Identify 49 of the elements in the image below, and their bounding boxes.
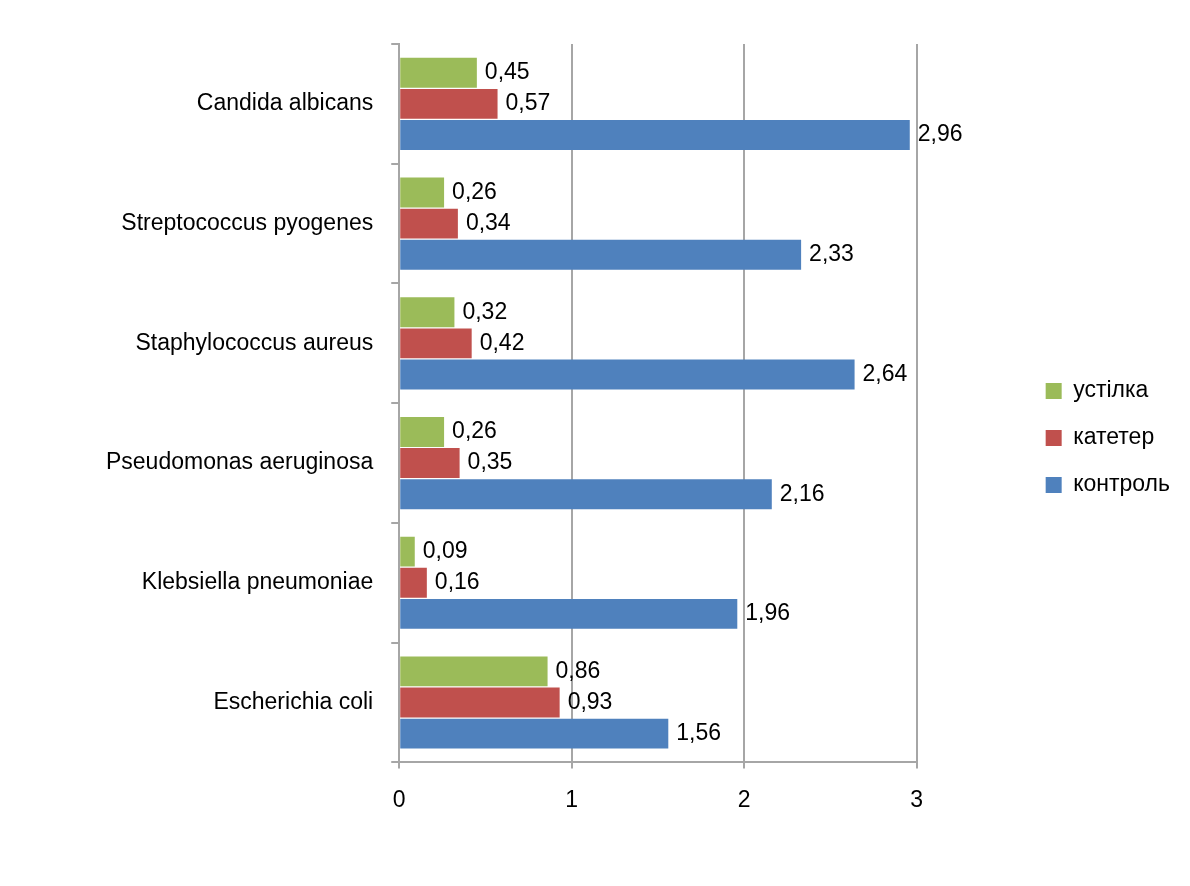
data-label: 0,32 — [462, 297, 508, 324]
y-tick-label: Candida albicans — [196, 89, 374, 116]
bar — [400, 656, 548, 687]
data-label: 0,86 — [555, 656, 601, 683]
bar — [400, 687, 560, 718]
data-label: 0,09 — [422, 537, 468, 564]
data-label: 1,56 — [676, 719, 722, 746]
data-label: 0,16 — [434, 568, 480, 595]
data-label: 2,96 — [917, 120, 963, 147]
y-tick-label: Staphylococcus aureus — [135, 328, 374, 355]
x-tick-label: 0 — [392, 785, 406, 812]
bar — [400, 718, 669, 749]
bar — [400, 57, 477, 88]
bar — [400, 297, 455, 328]
x-tick-label: 3 — [910, 785, 924, 812]
bar — [400, 239, 802, 270]
bar — [400, 177, 445, 208]
data-label: 1,96 — [745, 599, 791, 626]
data-label: 0,42 — [479, 328, 525, 355]
bar — [400, 359, 855, 390]
data-label: 0,34 — [465, 208, 511, 235]
data-label: 0,26 — [452, 417, 497, 444]
bar — [400, 567, 427, 598]
data-label: 2,16 — [779, 479, 825, 506]
x-tick-label: 2 — [737, 785, 751, 812]
data-label: 0,57 — [505, 89, 551, 116]
bar — [400, 416, 445, 447]
y-tick-label: Streptococcus pyogenes — [121, 208, 374, 235]
data-label: 0,93 — [567, 687, 613, 714]
x-tick-label: 1 — [565, 785, 579, 812]
bar — [400, 88, 498, 119]
legend-label: контроль — [1073, 470, 1171, 497]
bar — [400, 598, 738, 629]
data-label: 2,64 — [862, 359, 908, 386]
data-label: 2,33 — [809, 240, 854, 267]
legend-label: катетер — [1073, 423, 1155, 450]
data-label: 0,26 — [452, 177, 497, 204]
legend-label: устілка — [1073, 376, 1149, 403]
bar — [400, 479, 772, 510]
y-tick-label: Pseudomonas aeruginosa — [105, 448, 374, 475]
bar — [400, 536, 415, 567]
data-label: 0,45 — [484, 58, 530, 85]
y-tick-label: Klebsiella pneumoniae — [141, 568, 374, 595]
bar — [400, 120, 910, 150]
bar — [400, 208, 458, 239]
data-label: 0,35 — [467, 448, 513, 475]
y-tick-label: Escherichia coli — [213, 687, 374, 714]
bar — [400, 328, 472, 359]
bar — [400, 448, 460, 479]
